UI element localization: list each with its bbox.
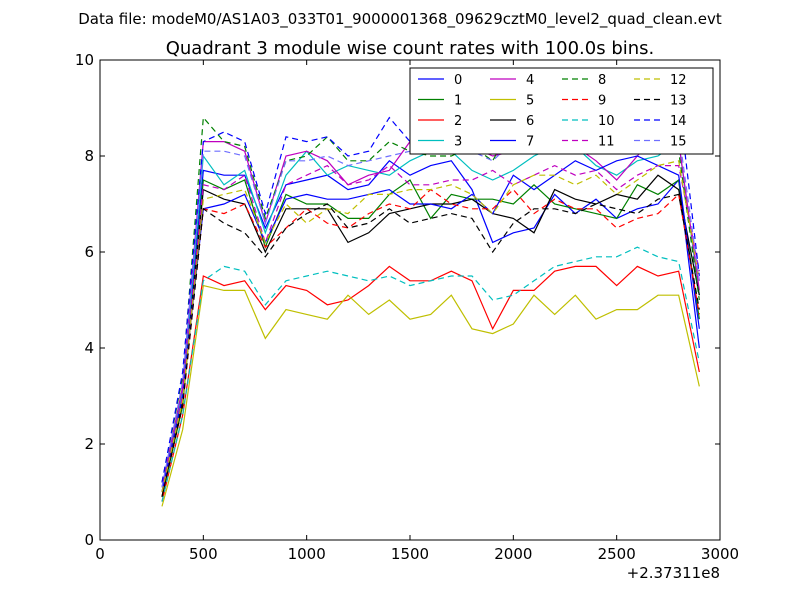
series-line-1 — [161, 178, 700, 497]
legend-label-1: 1 — [454, 94, 462, 109]
x-tick-label: 3000 — [701, 545, 739, 563]
legend-label-14: 14 — [670, 114, 687, 129]
x-tick-label: 2000 — [494, 545, 532, 563]
series-lines — [161, 97, 700, 507]
series-line-0 — [161, 159, 700, 493]
y-tick-label: 6 — [84, 243, 94, 261]
y-tick-label: 2 — [84, 435, 94, 453]
legend-label-2: 2 — [454, 114, 462, 129]
x-tick-label: 1500 — [391, 545, 429, 563]
series-line-11 — [161, 164, 700, 493]
series-line-9 — [161, 188, 700, 497]
legend-label-11: 11 — [598, 135, 615, 150]
legend-label-13: 13 — [670, 94, 687, 109]
series-line-5 — [161, 284, 700, 507]
legend-label-5: 5 — [526, 94, 534, 109]
plot-area — [161, 97, 700, 507]
series-line-8 — [161, 111, 700, 483]
axes: 0 500 1000 1500 2000 2500 30000246810+2.37311e… — [75, 51, 739, 582]
legend-label-15: 15 — [670, 135, 687, 150]
y-tick-label: 4 — [84, 339, 94, 357]
series-line-12 — [161, 160, 700, 493]
figure-suptitle: Data file: modeM0/AS1A03_033T01_90000013… — [78, 10, 722, 29]
x-tick-label: 0 — [95, 545, 105, 563]
x-tick-label: 1000 — [288, 545, 326, 563]
legend-label-3: 3 — [454, 135, 462, 150]
series-line-6 — [161, 174, 700, 497]
x-tick-label: 500 — [189, 545, 218, 563]
y-tick-label: 8 — [84, 147, 94, 165]
y-tick-label: 0 — [84, 531, 94, 549]
legend-label-12: 12 — [670, 73, 687, 88]
y-tick-label: 10 — [75, 51, 94, 69]
legend-label-10: 10 — [598, 114, 615, 129]
legend-label-4: 4 — [526, 73, 534, 88]
series-line-2 — [161, 265, 700, 502]
legend-label-7: 7 — [526, 135, 534, 150]
x-offset-label: +2.37311e8 — [627, 564, 720, 582]
series-line-3 — [161, 140, 700, 493]
legend-label-8: 8 — [598, 73, 606, 88]
series-line-7 — [161, 155, 700, 493]
x-tick-label: 2500 — [598, 545, 636, 563]
legend-label-0: 0 — [454, 73, 462, 88]
legend-box — [409, 67, 714, 155]
chart-title: Quadrant 3 module wise count rates with … — [166, 38, 655, 59]
series-line-10 — [161, 246, 700, 502]
legend-label-9: 9 — [598, 94, 606, 109]
series-line-13 — [161, 193, 700, 497]
legend-label-6: 6 — [526, 114, 534, 129]
